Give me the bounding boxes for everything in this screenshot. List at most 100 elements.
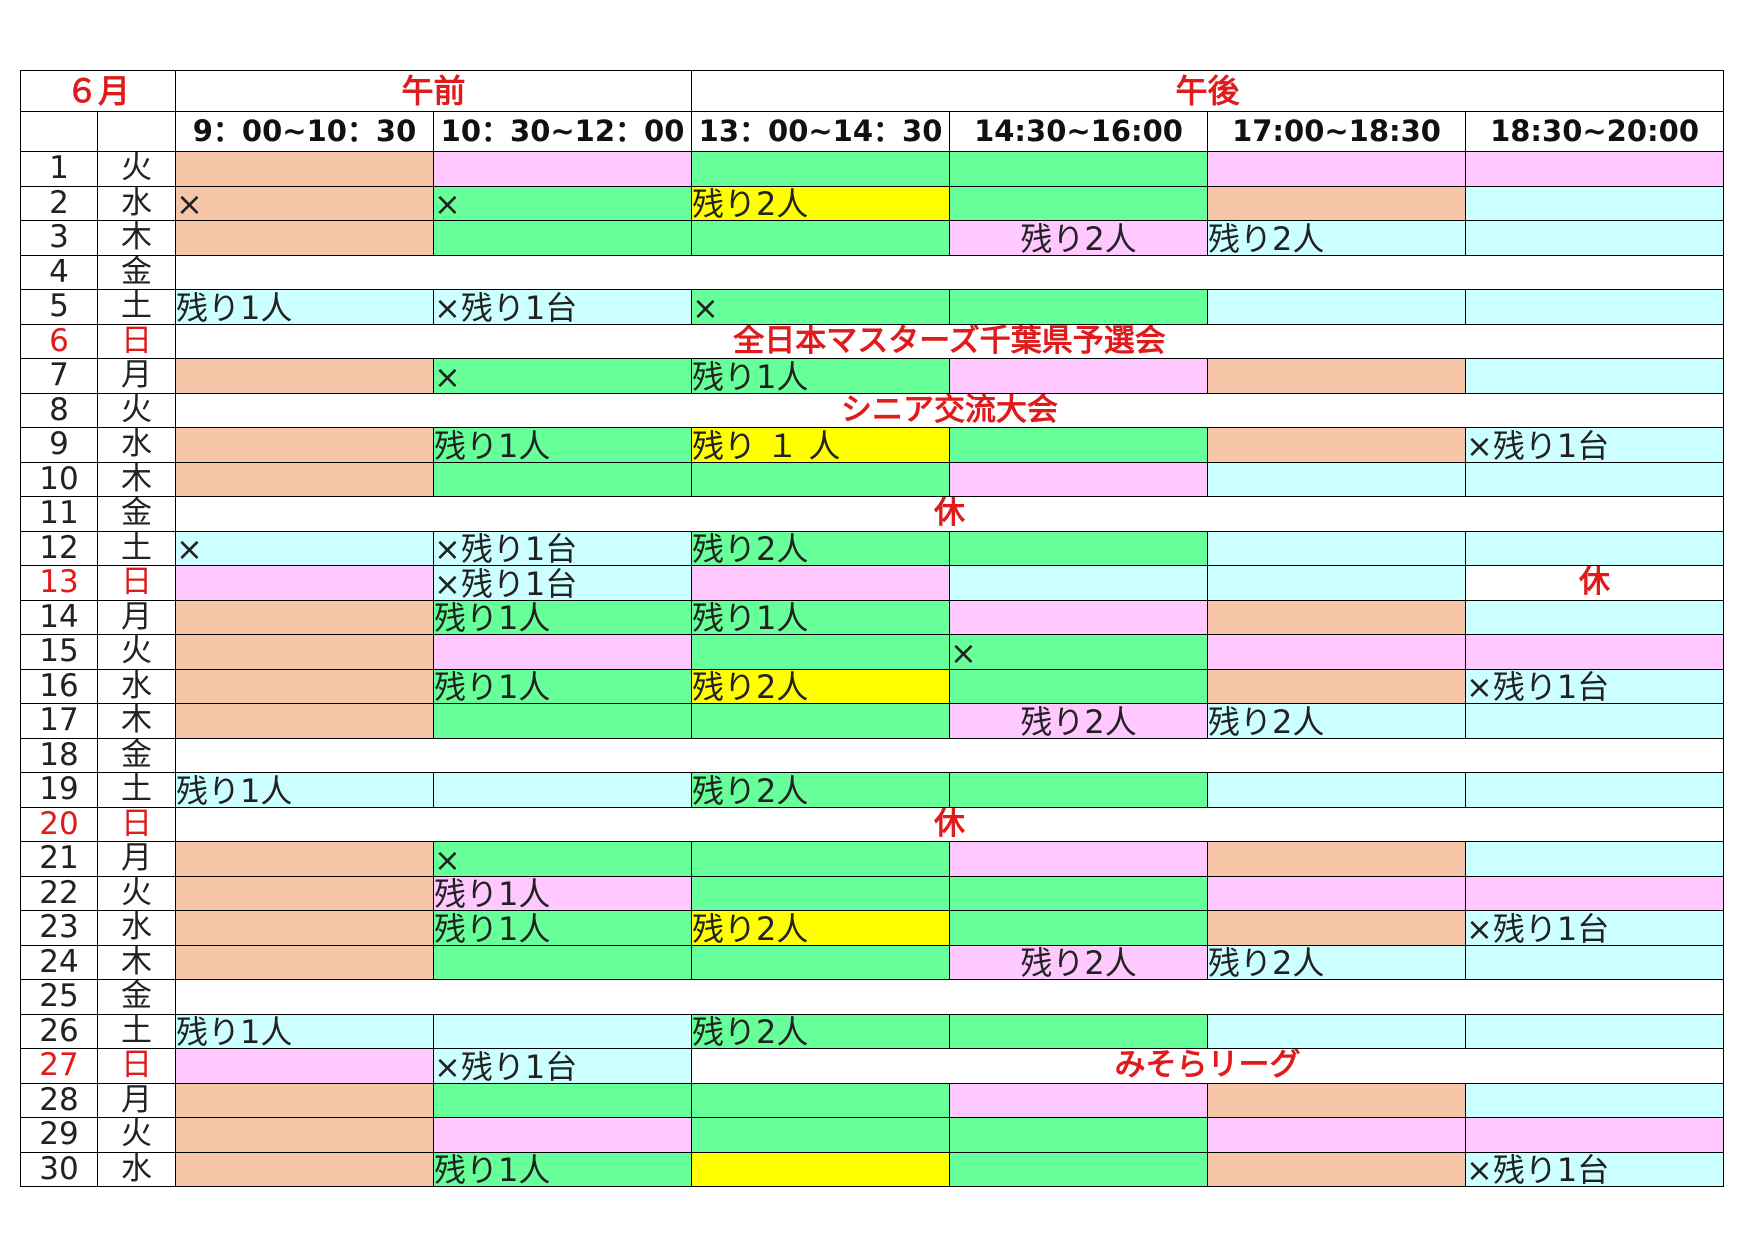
time-slot-cell (949, 668, 1209, 704)
table-row: 3 木 残り2人 残り2人 (20, 220, 1725, 256)
weekday: 土 (96, 530, 177, 566)
day-number: 10 (20, 461, 98, 497)
time-slot-cell (1465, 185, 1725, 221)
slot-header: 18:30~20:00 (1465, 111, 1725, 152)
weekday: 月 (96, 358, 177, 394)
time-slot-cell (1465, 358, 1725, 394)
time-slot-cell: ×残り1台 (433, 565, 693, 601)
time-slot-cell (1465, 530, 1725, 566)
time-slot-cell (949, 1082, 1209, 1118)
table-row: 8 火シニア交流大会 (20, 392, 1725, 428)
time-slot-cell (1465, 841, 1725, 877)
time-slot-cell (691, 220, 951, 256)
slot-header: 14:30~16:00 (949, 111, 1209, 152)
time-slot-cell (1465, 875, 1725, 911)
time-slot-cell: ×残り1台 (1465, 427, 1725, 463)
time-slot-cell: 残り1人 (433, 599, 693, 635)
day-number: 12 (20, 530, 98, 566)
slot-header: 9：00~10：30 (175, 111, 435, 152)
afternoon-header: 午後 (691, 70, 1725, 112)
table-row: 5 土残り1人 ×残り1台 × (20, 289, 1725, 325)
time-slot-cell: 残り2人 (949, 944, 1209, 980)
time-slot-cell: 残り2人 (691, 185, 951, 221)
time-slot-cell (949, 772, 1209, 808)
weekday: 木 (96, 461, 177, 497)
weekday: 金 (96, 496, 177, 532)
time-slot-cell (175, 565, 435, 601)
time-slot-cell: 残り2人 (1207, 944, 1467, 980)
day-number: 9 (20, 427, 98, 463)
table-row: 11 金休 (20, 496, 1725, 532)
time-slot-cell (175, 599, 435, 635)
day-number: 22 (20, 875, 98, 911)
table-row: 26 土残り1人 残り2人 (20, 1013, 1725, 1049)
table-row: 6 日全日本マスターズ千葉県予選会 (20, 323, 1725, 359)
table-row: 18 金 (20, 737, 1725, 773)
table-row: 17 木 残り2人 残り2人 (20, 703, 1725, 739)
time-slot-cell (949, 289, 1209, 325)
table-row: 9 水 残り1人 残り １ 人 ×残り1台 (20, 427, 1725, 463)
time-slot-cell: 残り2人 (691, 1013, 951, 1049)
time-slot-cell (1207, 875, 1467, 911)
time-slot-cell (1207, 530, 1467, 566)
time-slot-cell: 残り1人 (433, 668, 693, 704)
time-slot-cell (1465, 1082, 1725, 1118)
time-slot-cell: 残り2人 (691, 668, 951, 704)
time-slot-cell: × (433, 185, 693, 221)
time-slot-cell: 残り2人 (949, 703, 1209, 739)
time-slot-cell (175, 910, 435, 946)
time-slot-cell (1465, 1013, 1725, 1049)
time-slot-cell (175, 703, 435, 739)
time-slot-cell (175, 220, 435, 256)
slot-header: 10：30~12：00 (433, 111, 693, 152)
time-slot-cell (433, 1117, 693, 1153)
day-number: 3 (20, 220, 98, 256)
time-slot-cell (433, 703, 693, 739)
weekday: 金 (96, 979, 177, 1015)
weekday: 金 (96, 737, 177, 773)
time-slot-cell: 残り1人 (175, 772, 435, 808)
time-slot-cell: × (175, 530, 435, 566)
time-slot-cell (1465, 151, 1725, 187)
event-banner: 休 (175, 806, 1725, 842)
time-slot-cell (175, 668, 435, 704)
time-slot-cell (433, 944, 693, 980)
blank-header-cell (20, 111, 98, 152)
time-slot-cell (1207, 1151, 1467, 1187)
time-slot-cell (949, 599, 1209, 635)
day-number: 23 (20, 910, 98, 946)
slot-header: 13：00~14：30 (691, 111, 951, 152)
time-slot-cell: ×残り1台 (1465, 910, 1725, 946)
weekday: 土 (96, 289, 177, 325)
weekday: 水 (96, 427, 177, 463)
day-number: 27 (20, 1048, 98, 1084)
weekday: 日 (96, 565, 177, 601)
time-slot-cell (175, 634, 435, 670)
event-banner: 全日本マスターズ千葉県予選会 (175, 323, 1725, 359)
day-number: 29 (20, 1117, 98, 1153)
weekday: 水 (96, 1151, 177, 1187)
time-slot-cell (949, 530, 1209, 566)
time-slot-cell (691, 875, 951, 911)
time-slot-cell (433, 772, 693, 808)
closed-slot: 休 (1465, 565, 1725, 601)
day-number: 15 (20, 634, 98, 670)
weekday: 火 (96, 151, 177, 187)
time-slot-cell (1207, 289, 1467, 325)
table-row: 7 月 × 残り1人 (20, 358, 1725, 394)
time-slot-cell (949, 565, 1209, 601)
time-slot-cell: 残り1人 (691, 358, 951, 394)
event-banner (175, 737, 1725, 773)
weekday: 金 (96, 254, 177, 290)
table-row: 19 土残り1人 残り2人 (20, 772, 1725, 808)
table-row: 14 月 残り1人 残り1人 (20, 599, 1725, 635)
time-slot-cell (1465, 599, 1725, 635)
time-slot-cell (1465, 634, 1725, 670)
time-slot-cell (949, 185, 1209, 221)
time-slot-cell: ×残り1台 (433, 289, 693, 325)
time-slot-cell: ×残り1台 (433, 530, 693, 566)
time-slot-cell (175, 358, 435, 394)
table-row: 21 月 × (20, 841, 1725, 877)
time-slot-cell (175, 427, 435, 463)
